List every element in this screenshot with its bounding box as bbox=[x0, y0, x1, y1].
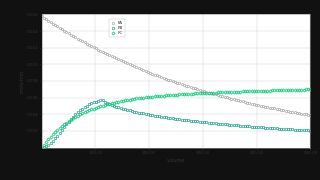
FA bbox=[225, 96, 229, 99]
FB bbox=[254, 126, 258, 128]
FB bbox=[191, 120, 195, 122]
Legend: FA, FB, FC: FA, FB, FC bbox=[109, 19, 124, 37]
FC bbox=[112, 102, 116, 104]
FB bbox=[114, 105, 118, 108]
FC bbox=[40, 147, 44, 149]
FC bbox=[189, 93, 193, 95]
FC bbox=[308, 88, 312, 90]
FA bbox=[252, 103, 256, 105]
FA bbox=[300, 112, 303, 115]
FB bbox=[302, 129, 306, 131]
Line: FB: FB bbox=[41, 99, 311, 149]
FC bbox=[96, 106, 100, 108]
FB bbox=[308, 129, 312, 132]
Line: FA: FA bbox=[41, 15, 311, 116]
FA bbox=[189, 86, 193, 88]
FC bbox=[225, 91, 229, 93]
FA bbox=[308, 114, 312, 116]
FA bbox=[40, 15, 44, 17]
Y-axis label: mole/min: mole/min bbox=[19, 69, 24, 93]
FB bbox=[227, 124, 231, 126]
FA bbox=[112, 56, 116, 59]
FB bbox=[96, 100, 100, 102]
FB bbox=[40, 147, 44, 149]
FA bbox=[96, 48, 100, 51]
FB bbox=[101, 99, 105, 101]
FC bbox=[300, 89, 303, 91]
FC bbox=[252, 90, 256, 92]
Line: FC: FC bbox=[41, 88, 311, 149]
X-axis label: volume: volume bbox=[167, 158, 185, 163]
